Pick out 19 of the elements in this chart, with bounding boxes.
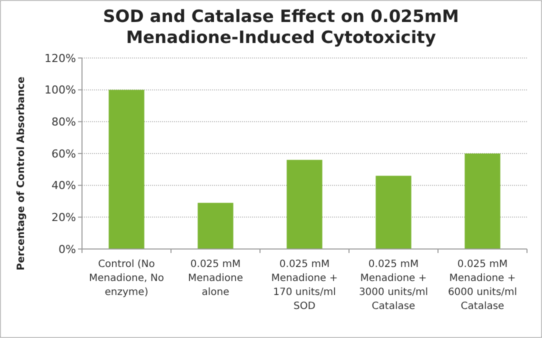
- y-tick-label: 120%: [44, 52, 76, 65]
- bar: [464, 154, 500, 249]
- chart-title: SOD and Catalase Effect on 0.025mM Menadione-Induced Cytotoxicity: [103, 7, 459, 48]
- x-tick-label: 0.025 mM Menadione + 170 units/ml SOD: [271, 259, 338, 312]
- y-tick-label: 20%: [52, 211, 76, 224]
- bar: [376, 176, 412, 249]
- bar: [108, 90, 144, 249]
- y-tick-label: 100%: [44, 84, 76, 97]
- x-tick-label: 0.025 mM Menadione + 6000 units/ml Catalase: [448, 259, 518, 312]
- x-tick-label: Control (No Menadione, No enzyme): [89, 259, 164, 298]
- bar: [198, 202, 234, 249]
- bar: [286, 160, 322, 249]
- y-axis-title: Percentage of Control Absorbance: [16, 76, 27, 270]
- y-tick-label: 0%: [58, 242, 76, 256]
- y-tick-label: 40%: [52, 179, 76, 192]
- y-tick-label: 80%: [52, 116, 76, 129]
- y-tick-label: 60%: [52, 147, 76, 160]
- x-tick-label: 0.025 mM Menadione + 3000 units/ml Catalase: [358, 259, 428, 312]
- x-tick-label: 0.025 mM Menadione alone: [188, 259, 243, 298]
